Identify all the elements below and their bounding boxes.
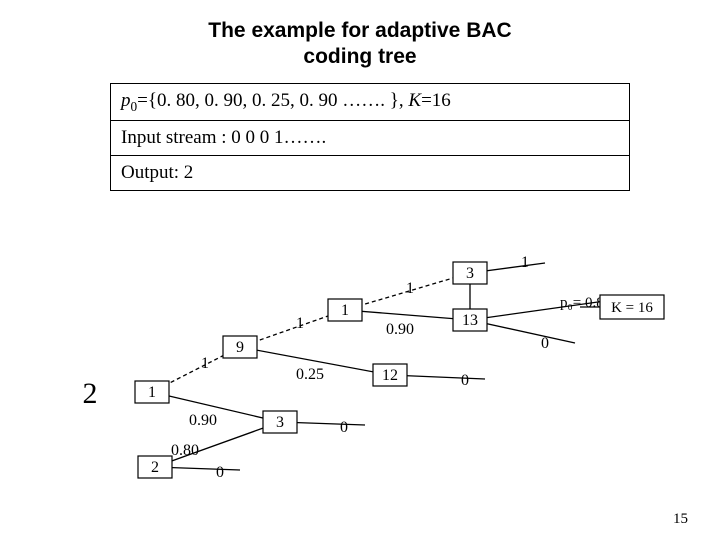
svg-text:2: 2 (83, 377, 98, 410)
svg-text:0.90: 0.90 (189, 412, 217, 429)
svg-text:1: 1 (201, 355, 209, 372)
parameters-box: p0={0. 80, 0. 90, 0. 25, 0. 90 ……. }, K=… (110, 83, 630, 192)
svg-text:0.25: 0.25 (296, 366, 324, 383)
p0-row: p0={0. 80, 0. 90, 0. 25, 0. 90 ……. }, K=… (111, 84, 629, 121)
svg-text:0.90: 0.90 (386, 321, 414, 338)
k-value: =16 (421, 90, 451, 111)
svg-text:3: 3 (276, 414, 284, 431)
svg-text:1: 1 (521, 255, 529, 271)
coding-tree-diagram: 1010.9010.25010.9000.80031139121322p₀= 0… (40, 255, 680, 500)
svg-text:2: 2 (151, 459, 159, 476)
svg-text:K = 16: K = 16 (611, 300, 653, 316)
svg-text:0: 0 (340, 419, 348, 436)
p0-symbol: p (121, 90, 131, 111)
title-line-2: coding tree (303, 45, 416, 68)
slide-title: The example for adaptive BAC coding tree (0, 0, 720, 71)
svg-text:13: 13 (462, 312, 478, 329)
input-stream-row: Input stream : 0 0 0 1……. (111, 120, 629, 155)
svg-text:1: 1 (148, 384, 156, 401)
svg-text:9: 9 (236, 339, 244, 356)
page-number: 15 (673, 511, 688, 528)
k-symbol: K (408, 90, 421, 111)
svg-text:0: 0 (216, 464, 224, 481)
svg-text:1: 1 (406, 280, 414, 297)
svg-text:1: 1 (341, 302, 349, 319)
svg-text:0.80: 0.80 (171, 442, 199, 459)
svg-text:3: 3 (466, 265, 474, 282)
svg-text:0: 0 (461, 372, 469, 389)
output-row: Output: 2 (111, 155, 629, 190)
svg-text:1: 1 (296, 315, 304, 332)
title-line-1: The example for adaptive BAC (208, 19, 511, 42)
svg-text:12: 12 (382, 367, 398, 384)
svg-text:0: 0 (541, 335, 549, 352)
p0-values: ={0. 80, 0. 90, 0. 25, 0. 90 ……. }, (137, 90, 408, 111)
